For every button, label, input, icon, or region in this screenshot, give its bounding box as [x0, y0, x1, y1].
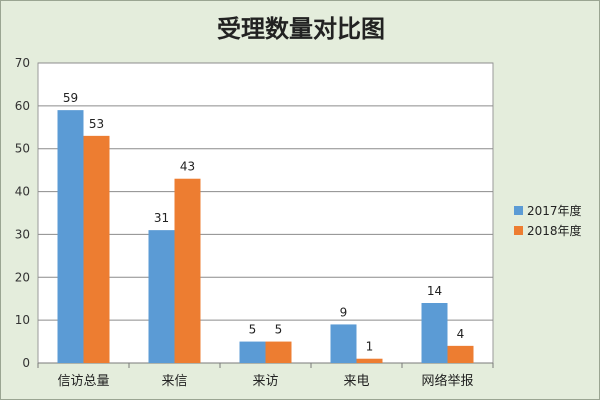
data-label: 1 — [366, 340, 374, 354]
y-tick-label: 40 — [15, 185, 30, 199]
bar — [421, 303, 448, 363]
bar — [57, 110, 84, 364]
data-label: 9 — [340, 305, 348, 319]
legend: 2017年度 2018年度 — [514, 200, 582, 240]
bar — [174, 178, 201, 363]
legend-item-series-2: 2018年度 — [514, 220, 582, 240]
y-tick-label: 30 — [15, 227, 30, 241]
y-tick-label: 50 — [15, 142, 30, 156]
legend-label-series-1: 2017年度 — [527, 203, 582, 218]
x-tick-label: 来信 — [161, 374, 187, 389]
x-tick-label: 来电 — [343, 374, 369, 389]
x-tick-label: 网络举报 — [421, 373, 473, 389]
x-tick-label: 来访 — [252, 374, 278, 389]
y-tick-label: 20 — [15, 270, 30, 284]
bar — [356, 358, 383, 363]
data-label: 31 — [154, 211, 169, 225]
chart-title: 受理数量对比图 — [217, 15, 385, 43]
data-label: 4 — [457, 327, 465, 341]
bar — [148, 230, 175, 363]
data-label: 59 — [63, 91, 78, 105]
data-label: 5 — [275, 323, 283, 337]
bar — [330, 324, 357, 363]
y-tick-label: 60 — [15, 99, 30, 113]
x-tick-label: 信访总量 — [57, 374, 109, 389]
legend-swatch-series-1 — [514, 205, 523, 215]
legend-swatch-series-2 — [514, 225, 523, 235]
y-tick-label: 70 — [15, 56, 30, 70]
data-label: 14 — [427, 284, 442, 298]
bar — [83, 135, 110, 363]
y-tick-label: 0 — [22, 356, 30, 370]
data-label: 43 — [180, 160, 195, 174]
bar — [447, 345, 474, 363]
bar — [265, 341, 292, 363]
legend-item-series-1: 2017年度 — [514, 200, 582, 220]
bar — [239, 341, 266, 363]
legend-label-series-2: 2018年度 — [527, 223, 582, 238]
data-label: 5 — [249, 323, 257, 337]
plot-background — [37, 62, 494, 364]
data-label: 53 — [89, 117, 104, 131]
y-tick-label: 10 — [15, 313, 30, 327]
